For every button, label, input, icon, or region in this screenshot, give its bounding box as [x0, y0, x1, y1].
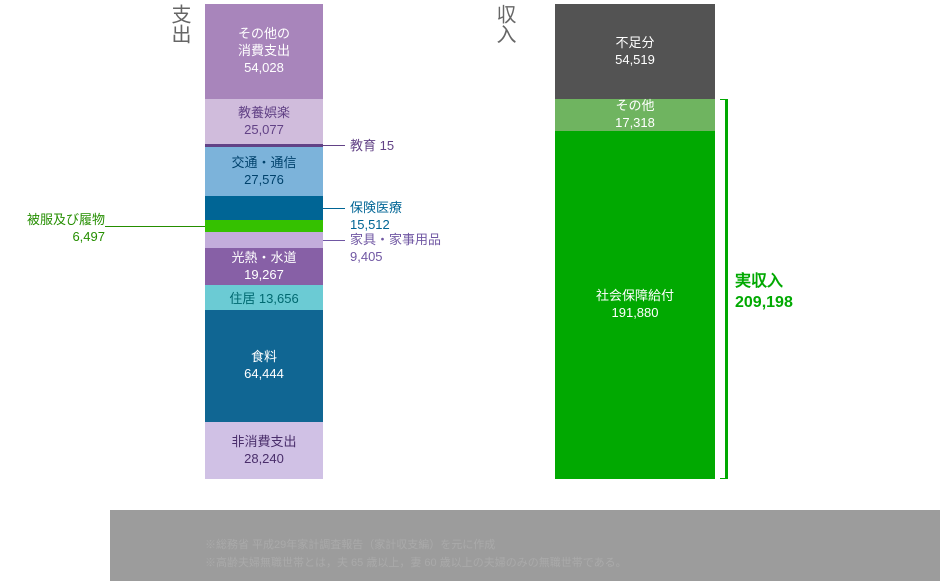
income-bracket — [720, 99, 728, 479]
spend-segment: 食料64,444 — [205, 310, 323, 422]
footnote-1: ※総務省 平成29年家計調査報告（家計収支編）を元に作成 — [205, 536, 495, 552]
spend-segment: 住居 13,656 — [205, 285, 323, 310]
spend-segment: 教養娯楽25,077 — [205, 99, 323, 144]
callout-label: 保険医療15,512 — [350, 200, 402, 234]
spend-axis-label: 支出 — [165, 4, 194, 44]
spend-segment: その他の 消費支出54,028 — [205, 4, 323, 99]
callout-label: 家具・家事用品9,405 — [350, 232, 441, 266]
spend-segment: 光熱・水道19,267 — [205, 248, 323, 285]
income-segment: 不足分54,519 — [555, 4, 715, 99]
spend-segment: 非消費支出28,240 — [205, 422, 323, 479]
spend-segment — [205, 196, 323, 220]
callout-line — [105, 226, 205, 227]
callout-line — [323, 240, 345, 241]
callout-line — [323, 145, 345, 146]
income-segment: 社会保障給付191,880 — [555, 131, 715, 479]
callout-line — [323, 208, 345, 209]
callout-label: 教育 15 — [350, 138, 394, 155]
income-segment: その他17,318 — [555, 99, 715, 131]
income-total-text: 実収入 — [735, 272, 793, 293]
income-total-value: 209,198 — [735, 293, 793, 314]
income-axis-label: 収入 — [490, 4, 519, 44]
spend-segment: 交通・通信27,576 — [205, 147, 323, 196]
callout-label: 被服及び履物6,497 — [25, 212, 105, 246]
income-total-label: 実収入 209,198 — [735, 272, 793, 314]
footnote-2: ※高齢夫婦無職世帯とは，夫 65 歳以上，妻 60 歳以上の夫婦のみの無職世帯で… — [205, 554, 627, 570]
spend-segment — [205, 232, 323, 248]
spend-segment — [205, 220, 323, 232]
